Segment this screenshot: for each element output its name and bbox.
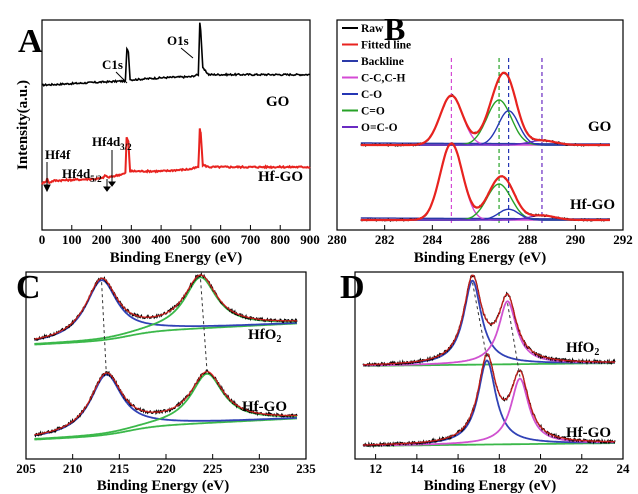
- panel-letter-d: D: [340, 269, 365, 306]
- legend-entry: Backline: [361, 56, 404, 68]
- y-axis-label-a: Intensity(a.u.): [15, 80, 31, 170]
- x-axis-label-d: Binding Energy (eV): [424, 478, 557, 494]
- legend-entry: O=C-O: [361, 122, 398, 134]
- peak-shift-line: [101, 282, 107, 373]
- x-tick-label: 215: [110, 461, 130, 476]
- series-line-hf-go: [41, 128, 311, 185]
- plot-area-d: [362, 274, 616, 449]
- x-tick-label: 280: [327, 232, 347, 247]
- x-tick-label: 292: [613, 232, 633, 247]
- x-tick-label: 100: [62, 232, 82, 247]
- x-tick-label: 200: [92, 232, 112, 247]
- fitted-curve: [34, 274, 297, 340]
- x-tick-label: 12: [369, 461, 382, 476]
- x-tick-label: 220: [156, 461, 176, 476]
- plot-frame-a: [41, 19, 311, 231]
- plot-area-b: [360, 58, 611, 225]
- label-hf4d32: Hf4d3/2: [92, 134, 132, 152]
- x-tick-label: 290: [566, 232, 586, 247]
- label-o1s: O1s: [167, 33, 189, 48]
- arrows-a: [43, 47, 194, 193]
- legend-entry: C=O: [361, 106, 385, 118]
- background-line: [34, 417, 298, 441]
- x-tick-label: 230: [250, 461, 270, 476]
- label-hfo2-d: HfO2: [566, 340, 599, 358]
- label-go-a: GO: [266, 94, 289, 110]
- plot-area-a: [41, 22, 311, 185]
- label-go-b: GO: [588, 119, 611, 135]
- x-tick-label: 288: [518, 232, 538, 247]
- legend-entry: Raw: [361, 23, 384, 35]
- label-hfgo-d: Hf-GO: [566, 425, 611, 441]
- fitted-curve: [34, 370, 297, 436]
- x-tick-label: 210: [63, 461, 83, 476]
- x-tick-label: 16: [452, 461, 466, 476]
- fitted-curve: [363, 274, 615, 366]
- component-curve: [34, 276, 297, 345]
- legend-entry: Fitted line: [361, 40, 411, 52]
- x-tick-label: 500: [181, 232, 201, 247]
- plot-frame-c: [25, 271, 307, 460]
- x-tick-label: 600: [211, 232, 231, 247]
- x-tick-label: 800: [270, 232, 290, 247]
- x-tick-label: 286: [470, 232, 490, 247]
- label-hf4f: Hf4f: [45, 147, 71, 162]
- x-ticks-b: 280 282 284 286 288 290 292: [327, 225, 633, 247]
- legend-entry: C-O: [361, 89, 382, 101]
- x-tick-label: 900: [300, 232, 320, 247]
- panel-b: B 280 282 284 286 288 290 292 Binding Energy (…: [327, 11, 633, 266]
- background-line: [34, 322, 298, 346]
- label-c1s: C1s: [102, 57, 123, 72]
- component-curve: [360, 99, 610, 146]
- panel-d: D 12 14 16 18 20 22 24 Binding Energy (eV) HfO…: [340, 269, 630, 494]
- panel-c: C 205 210 215 220 225 230 235 Binding Energy (…: [16, 269, 316, 494]
- x-axis-label-b: Binding Energy (eV): [414, 250, 547, 266]
- label-hfo2-c: HfO2: [248, 327, 281, 345]
- component-curve: [34, 279, 297, 341]
- panel-letter-a: A: [18, 23, 43, 60]
- x-tick-label: 225: [203, 461, 223, 476]
- x-ticks-a: 0 100 200 300 400 500 600 700 800 900: [39, 225, 320, 247]
- x-tick-label: 700: [241, 232, 261, 247]
- panel-a: A 0 100 200 300 400 500 600 700 800 900 Binding E…: [15, 19, 320, 266]
- fitted-curve-go: [360, 71, 610, 147]
- x-tick-label: 18: [493, 461, 507, 476]
- x-tick-label: 400: [151, 232, 171, 247]
- peak-shift-line: [472, 282, 488, 359]
- label-hfgo-a: Hf-GO: [258, 169, 303, 185]
- label-hfgo-c: Hf-GO: [242, 399, 287, 415]
- fitted-curve: [362, 353, 616, 446]
- x-tick-label: 282: [375, 232, 395, 247]
- x-tick-label: 24: [617, 461, 631, 476]
- legend-b: Raw Fitted line Backline C-C,C-H C-O C=O O=C-O: [342, 23, 411, 134]
- legend-entry: C-C,C-H: [361, 73, 405, 85]
- x-ticks-d: 12 14 16 18 20 22 24: [369, 454, 630, 476]
- series-line-go: [41, 22, 311, 87]
- panel-letter-c: C: [16, 269, 41, 306]
- fitted-curve-hf-go: [360, 142, 610, 222]
- x-tick-label: 0: [39, 232, 46, 247]
- x-tick-label: 22: [575, 461, 588, 476]
- x-tick-label: 235: [296, 461, 316, 476]
- label-hf4d52: Hf4d5/2: [62, 166, 102, 184]
- peak-shift-line: [507, 303, 521, 377]
- x-tick-label: 300: [122, 232, 142, 247]
- label-hfgo-b: Hf-GO: [570, 197, 615, 213]
- x-tick-label: 14: [410, 461, 424, 476]
- x-axis-label-c: Binding Energy (eV): [97, 478, 230, 494]
- x-tick-label: 284: [423, 232, 443, 247]
- plot-area-c: [33, 272, 298, 441]
- x-tick-label: 20: [534, 461, 547, 476]
- plot-frame-d: [354, 271, 624, 460]
- x-tick-label: 205: [16, 461, 36, 476]
- x-axis-label-a: Binding Energy (eV): [110, 250, 243, 266]
- x-ticks-c: 205 210 215 220 225 230 235: [16, 454, 316, 476]
